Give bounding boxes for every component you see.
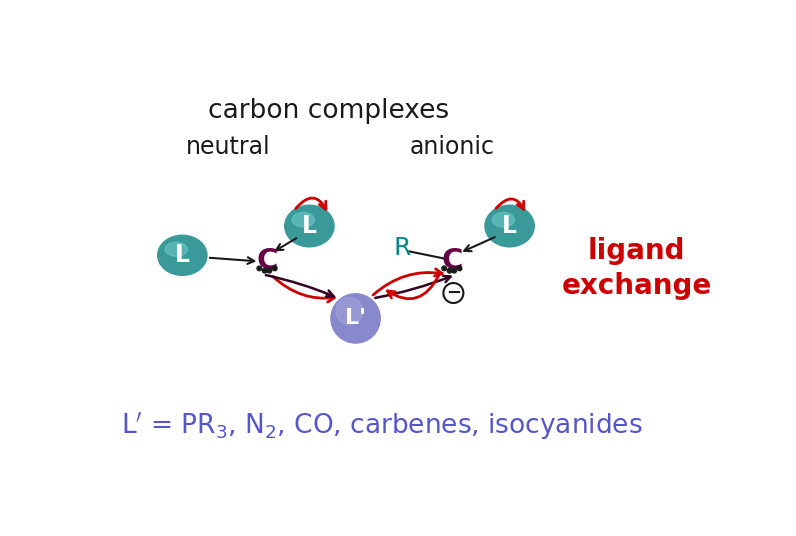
Text: neutral: neutral bbox=[186, 136, 271, 160]
Text: L: L bbox=[302, 214, 317, 238]
Text: carbon complexes: carbon complexes bbox=[208, 98, 449, 123]
Ellipse shape bbox=[292, 212, 314, 227]
Ellipse shape bbox=[165, 242, 187, 256]
Circle shape bbox=[331, 294, 380, 343]
Text: anionic: anionic bbox=[409, 136, 494, 160]
Text: L: L bbox=[502, 214, 517, 238]
Circle shape bbox=[457, 266, 462, 271]
Circle shape bbox=[257, 266, 262, 271]
Ellipse shape bbox=[493, 212, 514, 227]
Ellipse shape bbox=[158, 235, 207, 276]
Ellipse shape bbox=[285, 205, 334, 247]
Circle shape bbox=[336, 297, 363, 325]
Text: L: L bbox=[175, 243, 189, 267]
Text: ligand
exchange: ligand exchange bbox=[561, 237, 712, 300]
Text: L': L' bbox=[345, 308, 366, 329]
Circle shape bbox=[272, 266, 277, 271]
Ellipse shape bbox=[485, 205, 534, 247]
Circle shape bbox=[263, 269, 267, 273]
Text: C: C bbox=[441, 247, 462, 274]
Text: C: C bbox=[256, 247, 278, 274]
Text: R: R bbox=[393, 236, 411, 259]
Circle shape bbox=[267, 269, 271, 273]
Circle shape bbox=[447, 269, 452, 273]
Text: −: − bbox=[446, 284, 461, 302]
Circle shape bbox=[452, 269, 456, 273]
Text: L$'$ = PR$_3$, N$_2$, CO, carbenes, isocyanides: L$'$ = PR$_3$, N$_2$, CO, carbenes, isoc… bbox=[121, 410, 642, 442]
Circle shape bbox=[442, 266, 447, 271]
